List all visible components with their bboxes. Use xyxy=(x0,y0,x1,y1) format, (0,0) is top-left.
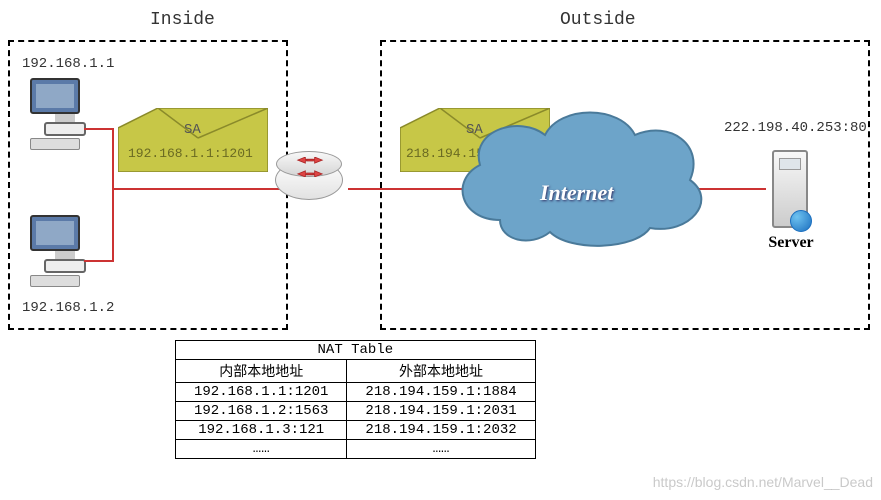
wire-pc2-h xyxy=(84,260,114,262)
nat-title: NAT Table xyxy=(176,341,536,360)
table-row: 192.168.1.2:1563 218.194.159.1:2031 xyxy=(176,402,536,421)
nat-table: NAT Table 内部本地地址 外部本地地址 192.168.1.1:1201… xyxy=(175,340,536,459)
server-icon: Server xyxy=(760,150,820,240)
cloud-label: Internet xyxy=(540,180,613,206)
pc2-icon xyxy=(30,215,100,285)
envelope-inside-addr: 192.168.1.1:1201 xyxy=(128,146,253,161)
nat-header-inside: 内部本地地址 xyxy=(176,360,347,383)
nat-header-outside: 外部本地地址 xyxy=(347,360,535,383)
envelope-inside-sa: SA xyxy=(184,122,201,138)
server-ip: 222.198.40.253:80 xyxy=(724,120,867,136)
globe-icon xyxy=(790,210,812,232)
wire-pc1-h xyxy=(84,128,114,130)
inside-label: Inside xyxy=(150,10,215,30)
pc1-ip: 192.168.1.1 xyxy=(22,56,114,72)
watermark: https://blog.csdn.net/Marvel__Dead xyxy=(653,474,873,490)
router-icon xyxy=(275,150,355,220)
pc1-icon xyxy=(30,78,100,148)
pc2-ip: 192.168.1.2 xyxy=(22,300,114,316)
internet-cloud: Internet xyxy=(450,100,710,250)
wire-pc1-v xyxy=(112,128,114,188)
wire-pc2-v xyxy=(112,188,114,262)
table-row: 192.168.1.3:121 218.194.159.1:2032 xyxy=(176,421,536,440)
table-row: …… …… xyxy=(176,440,536,459)
server-label: Server xyxy=(756,234,826,252)
outside-label: Outside xyxy=(560,10,636,30)
envelope-inside: SA 192.168.1.1:1201 xyxy=(118,108,268,172)
table-row: 192.168.1.1:1201 218.194.159.1:1884 xyxy=(176,383,536,402)
wire-to-router xyxy=(112,188,282,190)
